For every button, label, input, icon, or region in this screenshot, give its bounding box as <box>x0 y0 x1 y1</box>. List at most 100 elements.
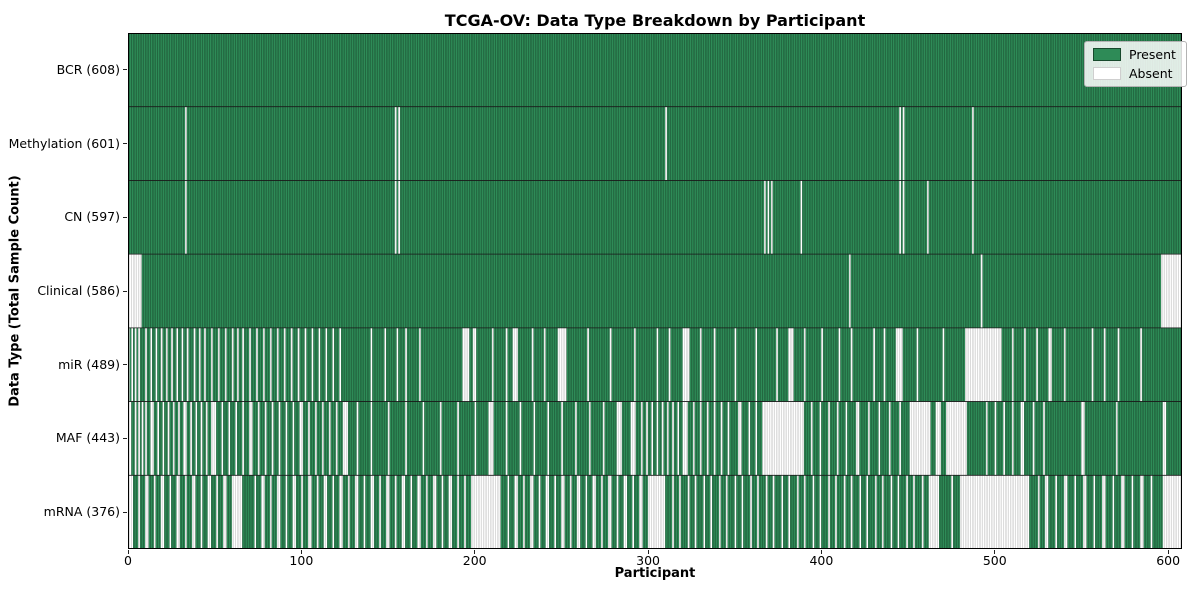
cell <box>758 327 761 402</box>
cell <box>1112 106 1115 181</box>
cell <box>1091 180 1094 255</box>
cell <box>408 327 411 402</box>
cell <box>1065 253 1068 329</box>
cell <box>159 180 162 255</box>
cell <box>848 401 852 476</box>
cell <box>453 106 456 181</box>
cell <box>1145 401 1148 476</box>
cell <box>897 253 900 329</box>
cell <box>198 327 202 402</box>
cell <box>824 327 827 402</box>
cell <box>363 475 366 549</box>
cell <box>356 253 359 329</box>
cell <box>689 327 692 402</box>
cell <box>779 253 782 329</box>
cell <box>1053 106 1056 181</box>
cell <box>240 253 243 329</box>
cell <box>710 253 713 329</box>
cell <box>282 327 285 402</box>
cell <box>809 327 812 402</box>
cell <box>980 106 983 181</box>
cell <box>476 327 479 402</box>
cell <box>840 106 843 181</box>
cell <box>441 475 444 549</box>
cell <box>233 327 236 402</box>
cell <box>321 180 325 255</box>
cell <box>148 33 151 107</box>
cell <box>873 106 876 181</box>
cell <box>1143 253 1146 329</box>
cell <box>750 33 753 107</box>
cell <box>942 253 945 329</box>
cell <box>776 475 779 549</box>
cell <box>592 327 595 402</box>
cell <box>859 106 862 181</box>
cell <box>578 401 581 476</box>
cell <box>751 401 755 476</box>
cell <box>642 33 645 107</box>
cell <box>472 401 475 476</box>
cell <box>1029 106 1032 181</box>
cell <box>1048 327 1051 402</box>
cell <box>887 106 890 181</box>
cell <box>946 253 949 329</box>
cell <box>1155 327 1158 402</box>
cell <box>968 475 971 549</box>
cell <box>658 475 661 549</box>
cell <box>1074 475 1077 549</box>
cell <box>1013 106 1016 181</box>
cell <box>725 180 729 255</box>
cell <box>235 33 238 107</box>
cell <box>453 180 456 255</box>
cell <box>887 327 890 402</box>
cell <box>425 180 429 255</box>
cell <box>353 33 356 107</box>
cell <box>415 475 418 549</box>
cell <box>646 106 649 181</box>
cell <box>148 475 151 549</box>
cell <box>160 401 163 476</box>
cell <box>405 180 408 255</box>
cell <box>654 106 657 181</box>
cell <box>1160 327 1164 402</box>
cell <box>462 253 465 329</box>
cell <box>843 327 846 402</box>
cell <box>848 253 852 329</box>
cell <box>1070 180 1073 255</box>
cell <box>836 253 839 329</box>
cell <box>566 33 569 107</box>
cell <box>204 180 207 255</box>
cell <box>807 180 810 255</box>
cell <box>190 475 193 549</box>
cell <box>483 106 486 181</box>
cell <box>195 475 198 549</box>
cell <box>1096 401 1099 476</box>
cell <box>1102 106 1105 181</box>
cell <box>542 475 545 549</box>
cell <box>1074 327 1077 402</box>
cell <box>588 475 592 549</box>
cell <box>266 401 269 476</box>
cell <box>495 327 498 402</box>
cell <box>179 33 182 107</box>
cell <box>1145 327 1148 402</box>
cell <box>453 475 456 549</box>
cell <box>1093 253 1096 329</box>
cell <box>427 106 430 181</box>
cell <box>866 180 869 255</box>
x-tick-label: 200 <box>462 553 487 568</box>
cell <box>1093 475 1096 549</box>
cell <box>169 180 172 255</box>
cell <box>226 327 229 402</box>
cell <box>311 33 314 107</box>
cell <box>940 401 943 476</box>
cell <box>937 401 940 476</box>
cell <box>760 401 763 476</box>
cell <box>1136 475 1139 549</box>
cell <box>474 180 477 255</box>
cell <box>1134 253 1138 329</box>
cell <box>250 33 254 107</box>
legend-label-present: Present <box>1129 47 1176 62</box>
cell <box>406 106 410 181</box>
cell <box>441 180 444 255</box>
